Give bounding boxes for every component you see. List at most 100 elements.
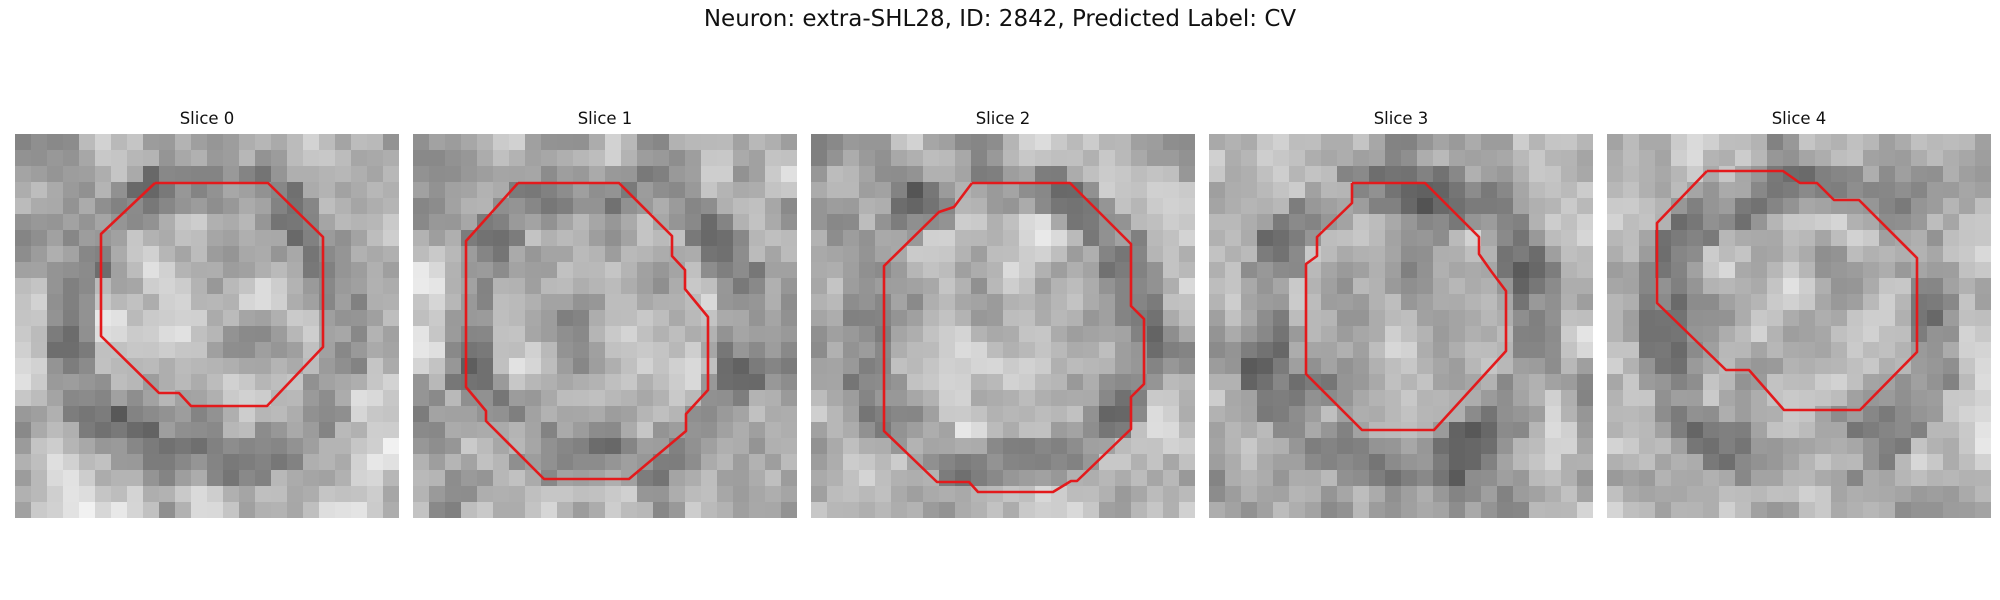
image-pixel xyxy=(223,246,240,263)
image-pixel xyxy=(1671,166,1688,183)
image-pixel xyxy=(1607,198,1624,215)
image-pixel xyxy=(605,198,622,215)
image-pixel xyxy=(31,422,48,439)
image-pixel xyxy=(525,342,542,359)
image-pixel xyxy=(111,502,128,518)
image-pixel xyxy=(47,486,64,503)
image-pixel xyxy=(1831,454,1848,471)
image-pixel xyxy=(1115,214,1132,231)
image-pixel xyxy=(1289,406,1306,423)
image-pixel xyxy=(573,294,590,311)
image-pixel xyxy=(1209,246,1226,263)
image-pixel xyxy=(1131,166,1148,183)
image-pixel xyxy=(1577,262,1593,279)
image-pixel xyxy=(1497,374,1514,391)
image-pixel xyxy=(1879,422,1896,439)
image-pixel xyxy=(1639,454,1656,471)
image-pixel xyxy=(383,406,399,423)
image-pixel xyxy=(1385,182,1402,199)
image-pixel xyxy=(1703,310,1720,327)
image-pixel xyxy=(207,134,224,151)
image-pixel xyxy=(1289,374,1306,391)
image-pixel xyxy=(95,326,112,343)
image-pixel xyxy=(1289,150,1306,167)
image-pixel xyxy=(1003,502,1020,518)
image-pixel xyxy=(207,486,224,503)
image-pixel xyxy=(1449,278,1466,295)
image-pixel xyxy=(685,454,702,471)
image-pixel xyxy=(367,470,384,487)
image-pixel xyxy=(907,358,924,375)
image-pixel xyxy=(1751,262,1768,279)
image-pixel xyxy=(223,214,240,231)
image-pixel xyxy=(1927,278,1944,295)
image-pixel xyxy=(1305,166,1322,183)
image-pixel xyxy=(1321,230,1338,247)
image-pixel xyxy=(923,182,940,199)
image-pixel xyxy=(955,342,972,359)
image-pixel xyxy=(1369,134,1386,151)
image-pixel xyxy=(541,358,558,375)
image-pixel xyxy=(589,422,606,439)
image-pixel xyxy=(669,198,686,215)
image-pixel xyxy=(891,198,908,215)
image-pixel xyxy=(605,262,622,279)
image-pixel xyxy=(271,278,288,295)
image-pixel xyxy=(971,470,988,487)
image-pixel xyxy=(1607,374,1624,391)
image-pixel xyxy=(1115,198,1132,215)
image-pixel xyxy=(859,374,876,391)
image-pixel xyxy=(95,454,112,471)
image-pixel xyxy=(1067,246,1084,263)
image-pixel xyxy=(1911,502,1928,518)
image-pixel xyxy=(335,134,352,151)
image-pixel xyxy=(493,262,510,279)
image-pixel xyxy=(1019,342,1036,359)
slice-image xyxy=(15,134,399,518)
image-pixel xyxy=(1051,198,1068,215)
image-pixel xyxy=(477,246,494,263)
image-pixel xyxy=(1751,438,1768,455)
image-pixel xyxy=(605,358,622,375)
image-pixel xyxy=(1655,246,1672,263)
image-pixel xyxy=(589,390,606,407)
image-pixel xyxy=(159,406,176,423)
image-pixel xyxy=(15,470,32,487)
image-pixel xyxy=(1401,278,1418,295)
image-pixel xyxy=(429,470,446,487)
image-pixel xyxy=(413,310,430,327)
image-pixel xyxy=(1417,326,1434,343)
image-pixel xyxy=(1257,246,1274,263)
image-pixel xyxy=(1959,422,1976,439)
image-pixel xyxy=(701,438,718,455)
image-pixel xyxy=(1147,486,1164,503)
image-pixel xyxy=(63,278,80,295)
image-pixel xyxy=(287,262,304,279)
image-pixel xyxy=(1179,310,1195,327)
image-pixel xyxy=(557,230,574,247)
image-pixel xyxy=(367,262,384,279)
image-pixel xyxy=(1927,502,1944,518)
image-pixel xyxy=(589,358,606,375)
image-pixel xyxy=(749,422,766,439)
image-pixel xyxy=(621,262,638,279)
image-pixel xyxy=(461,246,478,263)
image-pixel xyxy=(733,150,750,167)
image-pixel xyxy=(1003,374,1020,391)
image-pixel xyxy=(63,150,80,167)
image-pixel xyxy=(1401,150,1418,167)
image-pixel xyxy=(875,230,892,247)
image-pixel xyxy=(1719,230,1736,247)
image-pixel xyxy=(445,294,462,311)
image-pixel xyxy=(1481,470,1498,487)
image-pixel xyxy=(1767,486,1784,503)
image-pixel xyxy=(413,294,430,311)
image-pixel xyxy=(1513,486,1530,503)
image-pixel xyxy=(111,358,128,375)
image-pixel xyxy=(605,454,622,471)
image-pixel xyxy=(923,150,940,167)
image-pixel xyxy=(413,342,430,359)
image-pixel xyxy=(31,134,48,151)
image-pixel xyxy=(907,230,924,247)
image-pixel xyxy=(15,390,32,407)
